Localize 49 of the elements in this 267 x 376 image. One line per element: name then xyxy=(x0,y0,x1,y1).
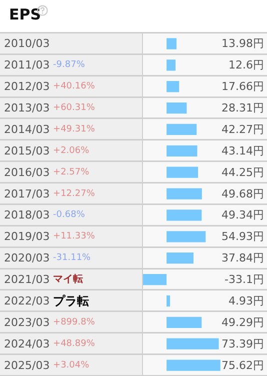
y-tick-label: 2019/03 +11.33% xyxy=(4,230,96,244)
bar xyxy=(166,145,198,156)
y-tick-label: 2022/03 プラ転 xyxy=(4,294,90,308)
data-label: 37.84円 xyxy=(222,252,264,265)
data-label: 13.98円 xyxy=(222,37,264,50)
y-tick-label: 2011/03 -9.87% xyxy=(4,58,86,72)
y-tick-label: 2016/03 +2.57% xyxy=(4,166,90,179)
y-tick-label: 2015/03 +2.06% xyxy=(4,144,90,158)
data-label: 49.34円 xyxy=(222,208,264,222)
y-tick-label: 2014/03 +49.31% xyxy=(4,122,96,136)
y-tick-label: 2020/03 -31.11% xyxy=(4,252,92,265)
y-tick-label: 2018/03 -0.68% xyxy=(4,208,86,222)
data-label: 42.27円 xyxy=(222,122,264,136)
data-label: 28.31円 xyxy=(222,102,264,115)
bar xyxy=(143,274,167,286)
data-label: -33.1円 xyxy=(224,273,264,286)
bar xyxy=(166,295,170,307)
data-label: 43.14円 xyxy=(222,144,264,158)
chart-title: EPS xyxy=(9,6,42,24)
bar xyxy=(166,102,187,114)
data-label: 75.62円 xyxy=(222,358,264,372)
data-label: 12.6円 xyxy=(228,58,264,72)
bar xyxy=(166,81,180,92)
data-label: 17.66円 xyxy=(222,80,264,94)
y-tick-label: 2017/03 +12.27% xyxy=(4,187,96,200)
bar xyxy=(166,188,202,200)
bar xyxy=(166,360,220,371)
y-tick-label: 2025/03 +3.04% xyxy=(4,358,90,372)
y-tick-label: 2012/03 +40.16% xyxy=(4,80,96,94)
bar xyxy=(166,338,219,350)
y-tick-label: 2021/03 マイ転 xyxy=(4,273,84,286)
data-label: 44.25円 xyxy=(222,166,264,179)
y-tick-label: 2010/03 xyxy=(4,37,50,50)
bar xyxy=(166,60,176,71)
bar xyxy=(166,316,202,328)
bar xyxy=(166,210,202,221)
data-label: 49.29円 xyxy=(222,316,264,329)
data-label: 49.68円 xyxy=(222,187,264,200)
y-tick-label: 2023/03 +899.8% xyxy=(4,316,96,329)
y-tick-label: 2013/03 +60.31% xyxy=(4,102,96,115)
data-label: 4.93円 xyxy=(228,294,264,308)
data-label: 73.39円 xyxy=(222,337,264,350)
y-tick-label: 2024/03 +48.89% xyxy=(4,337,96,350)
bar xyxy=(166,231,206,242)
bar xyxy=(166,252,194,264)
bar xyxy=(166,38,177,50)
bar xyxy=(166,166,198,178)
bar xyxy=(166,124,197,136)
data-label: 54.93円 xyxy=(222,230,264,244)
